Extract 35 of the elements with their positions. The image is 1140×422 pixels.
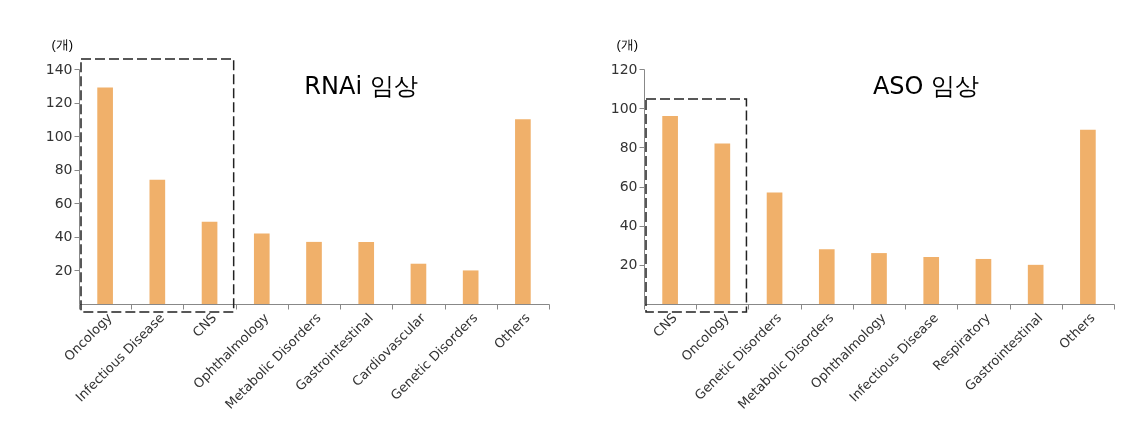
y-tick-label: 80 [54, 161, 73, 178]
bar [97, 87, 113, 304]
bar [871, 253, 887, 304]
chart-title: RNAi 임상 [304, 72, 418, 100]
y-tick-label: 140 [45, 60, 73, 77]
y-tick-label: 40 [619, 217, 638, 234]
y-tick-label: 100 [45, 127, 73, 144]
bar [1080, 129, 1096, 304]
y-tick-label: 80 [619, 138, 638, 155]
y-tick-label: 120 [45, 94, 73, 111]
chart-title: ASO 임상 [872, 72, 980, 100]
y-tick-label: 60 [619, 178, 638, 194]
bar [662, 116, 678, 304]
y-tick-label: 20 [619, 256, 638, 273]
bar [1027, 264, 1044, 304]
bar [253, 233, 270, 304]
bar [201, 221, 218, 304]
y-tick-label: 20 [54, 261, 73, 278]
bar [410, 263, 427, 304]
y-tick-label: 40 [54, 228, 73, 245]
y-axis-title: (개) [51, 36, 74, 52]
y-tick-label: 120 [610, 60, 638, 77]
bar [923, 257, 940, 304]
y-axis-title: (개) [616, 36, 639, 52]
bar [149, 179, 166, 304]
bar [515, 119, 531, 304]
y-tick-label: 100 [610, 99, 638, 116]
bar [818, 249, 835, 304]
bar [975, 258, 992, 304]
bar [306, 241, 322, 304]
bar [766, 192, 783, 304]
bar [358, 241, 375, 304]
bar [714, 143, 731, 304]
y-tick-label: 60 [54, 194, 73, 211]
bar [462, 270, 479, 304]
